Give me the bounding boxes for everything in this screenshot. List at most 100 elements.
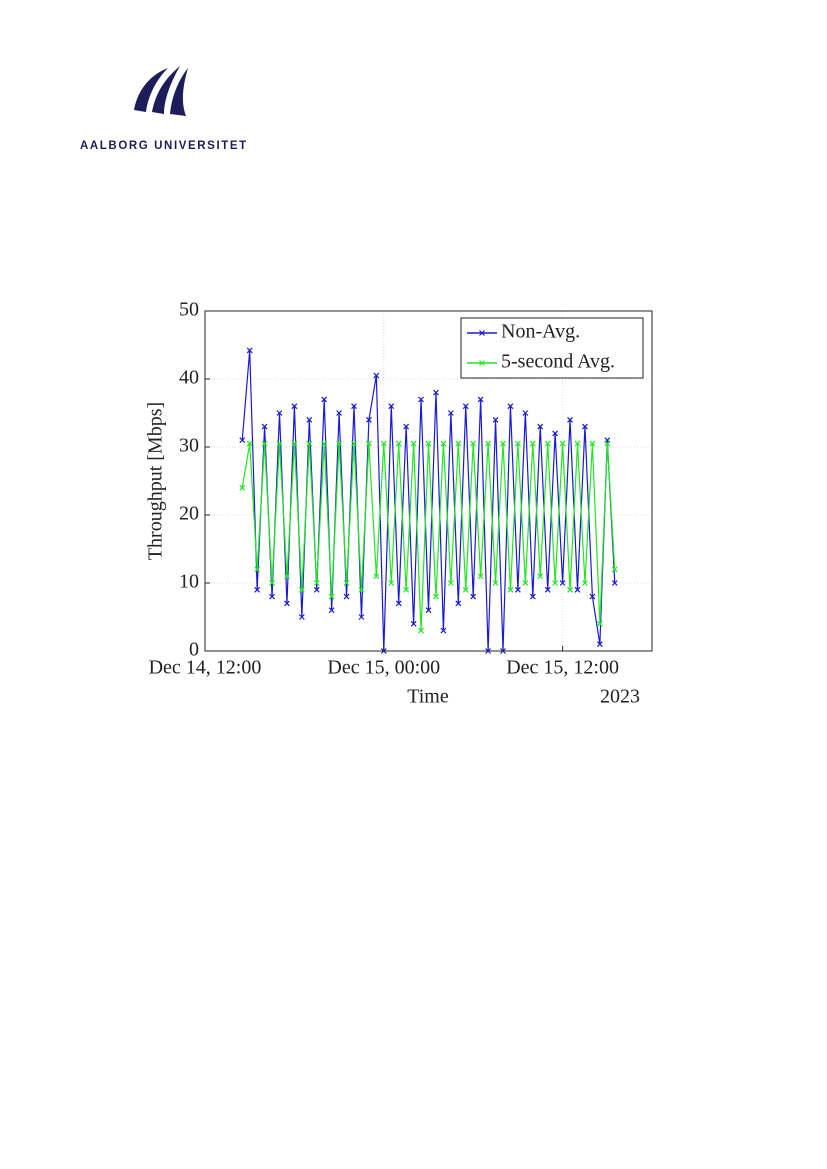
x-tick-label: Dec 14, 12:00 [149,657,262,679]
point-marker [559,580,566,586]
point-marker [276,410,283,416]
point-marker [351,440,357,447]
y-tick-label: 50 [179,299,199,321]
point-marker [269,593,275,600]
point-marker [522,410,529,416]
point-marker [462,586,469,593]
x-year-label: 2023 [600,686,640,708]
legend-box [460,317,644,379]
y-tick-label: 20 [179,503,199,525]
point-marker [343,580,350,586]
point-marker [477,573,484,580]
point-marker [343,593,350,600]
point-marker [373,372,380,379]
point-marker [328,593,335,600]
point-marker [574,586,581,593]
point-marker [611,580,618,586]
point-marker [455,600,462,607]
point-marker [596,620,603,627]
point-marker [246,347,253,354]
point-marker [365,416,372,423]
point-marker [328,607,335,614]
y-tick-label: 10 [179,571,199,593]
point-marker [336,410,343,416]
point-marker [380,440,387,447]
y-tick-label: 40 [179,367,199,389]
point-marker [500,440,506,447]
point-marker [537,573,544,580]
y-tick-label: 30 [179,435,199,457]
point-marker [455,440,462,447]
point-marker [395,440,402,447]
point-marker [298,614,305,620]
legend-label: Non-Avg. [501,321,580,343]
point-marker [388,403,395,410]
point-marker [514,440,521,447]
point-marker [470,440,477,447]
point-marker [544,440,551,447]
point-marker [529,440,536,447]
point-marker [403,423,410,430]
point-marker [552,580,559,586]
logo-text: AALBORG UNIVERSITET [80,140,248,152]
point-marker [410,620,417,627]
axes: 0 10 20 30 40 50 Dec 14, 12:00 Dec 15, 00:00 Dec… [149,299,619,679]
x-tick-label: Dec 15, 00:00 [327,657,440,679]
point-marker [239,437,246,444]
point-marker [321,440,328,447]
point-marker [492,416,499,423]
legend-marker [479,330,485,336]
point-marker [336,440,343,447]
point-marker [507,586,514,593]
point-marker [373,573,380,580]
point-marker [492,580,499,586]
point-marker [365,440,372,447]
point-marker [403,586,410,593]
point-marker [418,627,424,634]
point-marker [507,403,514,410]
point-marker [470,593,477,600]
point-marker [321,396,328,403]
point-marker [433,389,439,396]
point-marker [246,440,253,447]
point-marker [291,403,298,410]
point-marker [254,566,261,573]
point-marker [529,593,536,600]
point-marker [559,440,566,447]
logo [134,66,188,116]
point-marker [582,580,588,586]
point-marker [567,586,573,593]
y-tick-label: 0 [189,639,199,661]
point-marker [596,641,603,648]
point-marker [313,586,320,593]
point-marker [291,440,298,447]
point-marker [284,573,290,580]
point-marker [589,440,596,447]
point-marker [582,423,588,430]
legend-label: 5-second Avg. [501,351,615,373]
point-marker [306,416,313,423]
point-marker [604,440,611,447]
point-marker [298,586,305,593]
point-marker [276,440,283,447]
point-marker [313,580,320,586]
legend-marker [479,360,485,366]
x-axis-label: Time [407,686,449,708]
point-marker [574,440,581,447]
point-marker [418,396,424,403]
point-marker [425,440,432,447]
point-marker [269,580,275,586]
point-marker [388,580,395,586]
point-marker [567,416,573,423]
legend: Non-Avg. 5-second Avg. [460,317,644,379]
point-marker [284,600,290,607]
plot-frame [204,310,653,652]
point-marker [395,600,402,607]
point-marker [589,593,596,600]
point-marker [440,440,447,447]
point-marker [447,580,454,586]
point-marker [261,423,268,430]
point-marker [462,403,469,410]
